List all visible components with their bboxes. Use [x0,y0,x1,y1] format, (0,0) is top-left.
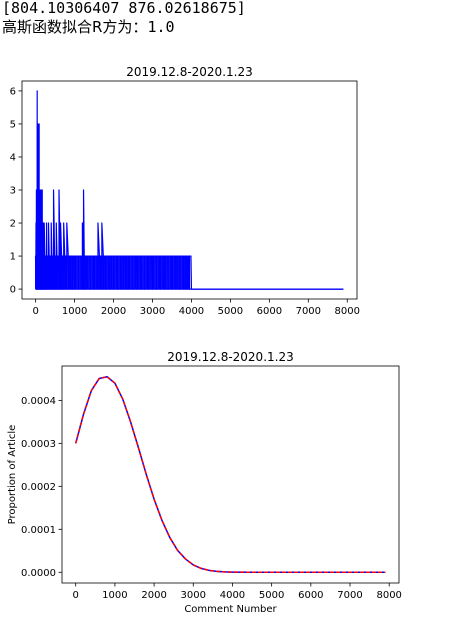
bottom-ytick-label: 0.0002 [21,482,56,493]
bottom-ytick-label: 0.0000 [21,568,56,579]
top-xtick-label: 7000 [296,306,321,317]
chart-bottom: 2019.12.8-2020.1.23 0 1000 2000 3000 4000 5000… [7,350,402,615]
bottom-xtick-label: 5000 [259,590,284,601]
bottom-x-axis-label: Comment Number [184,604,277,615]
bottom-ytick-label: 0.0003 [21,439,56,450]
top-ytick-label: 6 [10,86,16,97]
top-ytick-label: 3 [10,186,16,197]
top-xtick-label: 5000 [218,306,243,317]
bottom-series-line-0 [74,375,386,574]
bottom-chart-title: 2019.12.8-2020.1.23 [167,350,293,364]
r2-label: 高斯函数拟合R方为： [2,18,148,36]
top-xtick-label: 6000 [257,306,282,317]
top-xtick-label: 8000 [335,306,360,317]
top-xtick-label: 0 [32,306,38,317]
top-ytick-label: 1 [10,252,16,263]
top-xtick-label: 4000 [179,306,204,317]
bottom-y-axis-label: Proportion of Article [7,425,18,525]
bottom-xtick-label: 3000 [181,590,206,601]
top-xtick-label: 2000 [101,306,126,317]
bottom-xtick-label: 1000 [102,590,127,601]
bottom-ytick-label: 0.0001 [21,525,56,536]
chart-top: 2019.12.8-2020.1.23 0 1000 2000 3000 4000 5000… [10,65,360,317]
array-output: [804.10306407 876.02618675] [2,0,246,17]
bottom-xtick-label: 6000 [298,590,323,601]
bottom-xtick-label: 0 [73,590,79,601]
bottom-xtick-label: 4000 [220,590,245,601]
bottom-ytick-label: 0.0004 [21,396,56,407]
bottom-xtick-label: 7000 [337,590,362,601]
bottom-series-line-1 [74,375,386,574]
bottom-plot-frame [61,365,400,584]
top-xtick-label: 1000 [62,306,87,317]
top-dense-spikes [35,255,344,290]
top-ytick-label: 2 [10,219,16,230]
top-chart-title: 2019.12.8-2020.1.23 [126,65,252,79]
top-xtick-label: 3000 [140,306,165,317]
top-ytick-label: 4 [10,152,16,163]
r2-value: 1.0 [147,18,175,36]
r2-output: 高斯函数拟合R方为：1.0 [2,19,175,36]
bottom-xtick-label: 2000 [141,590,166,601]
top-ytick-label: 5 [10,119,16,130]
bottom-xtick-label: 8000 [376,590,401,601]
top-ytick-label: 0 [10,285,16,296]
